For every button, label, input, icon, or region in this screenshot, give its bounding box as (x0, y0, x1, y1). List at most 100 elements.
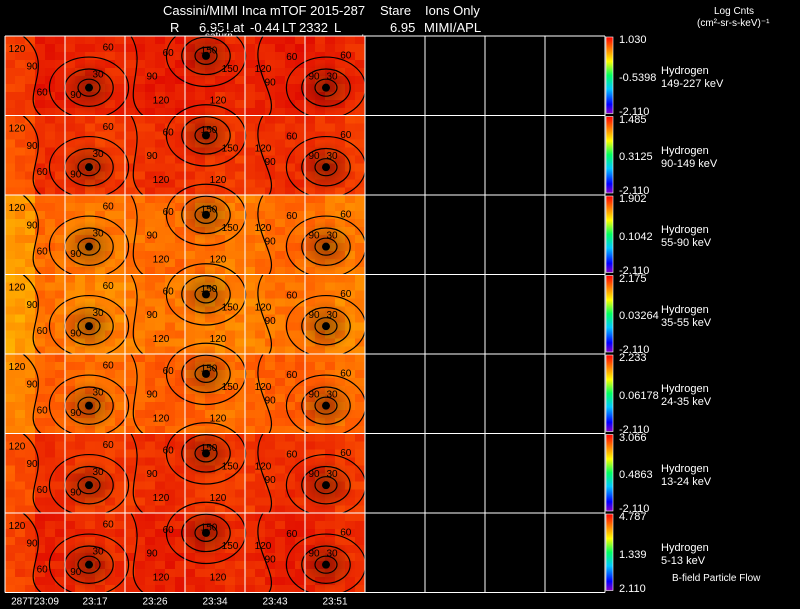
contour-label: 120 (255, 302, 272, 313)
contour-label: 90 (265, 157, 277, 168)
contour-label: 60 (286, 449, 298, 460)
species-label: Hydrogen (661, 144, 709, 157)
contour-label: 90 (265, 475, 277, 486)
species-label: Hydrogen (661, 542, 709, 555)
contour-label: 90 (70, 329, 82, 340)
colorbar-max-label: 4.787 (619, 511, 647, 523)
contour-label: 60 (37, 406, 49, 417)
contour-label: 120 (153, 175, 170, 186)
contour-label: 30 (92, 467, 104, 478)
colorbar-min-label: -2.110 (619, 423, 650, 436)
colorbar-min-label: -2.110 (619, 264, 650, 277)
colorbar-mid-label: 0.3125 (619, 151, 653, 164)
colorbar-max-label: 2.175 (619, 272, 647, 285)
contour-label: 60 (103, 201, 115, 212)
contour-label: 90 (146, 469, 158, 480)
contour-label: 60 (286, 211, 298, 222)
colorbar-4 (605, 354, 614, 432)
contour-label: 60 (103, 42, 115, 53)
colorbar-5 (605, 434, 614, 512)
contour-label: 60 (163, 286, 175, 297)
colorbar-min-label: -2.110 (619, 105, 650, 118)
contour-label: 60 (163, 48, 175, 59)
contour-label: 60 (286, 131, 298, 142)
colorbar-mid-label: 0.1042 (619, 230, 653, 243)
contour-label: 120 (255, 461, 272, 472)
colorbar-max-label: 1.485 (619, 113, 647, 126)
contour-label: 120 (9, 44, 26, 55)
contour-label: 60 (340, 368, 352, 379)
source-label: MIMI/APL (424, 20, 482, 35)
contour-label: 90 (26, 459, 38, 470)
contour-label: 30 (326, 72, 338, 83)
contour-label: 120 (210, 175, 227, 186)
contour-label: 150 (222, 223, 239, 234)
contour-label: 60 (37, 326, 49, 337)
contour-label: 120 (9, 123, 26, 134)
contour-label: 120 (255, 223, 272, 234)
contour-label: 120 (210, 493, 227, 504)
colorbar-min-label: -2.110 (619, 503, 650, 515)
contour-label: 150 (222, 64, 239, 75)
energy-label: 90-149 keV (661, 157, 718, 170)
contour-label: 120 (255, 382, 272, 393)
contour-label: 90 (70, 170, 82, 181)
contour-label: 150 (201, 443, 218, 454)
contour-label: 120 (153, 414, 170, 425)
colorbar-1 (605, 116, 614, 194)
contour-label: 90 (146, 390, 158, 401)
contour-label: 30 (326, 549, 338, 560)
time-tick-label: 287T23:09 (11, 597, 59, 608)
lt-value: 2332 (299, 20, 328, 35)
colorbar-unit-line1: Log Cnts (714, 6, 755, 17)
r-label: R (170, 20, 180, 35)
contour-label: 90 (146, 549, 158, 560)
time-tick-label: 23:34 (202, 597, 227, 608)
contour-label: 90 (308, 151, 320, 162)
contour-label: 30 (92, 149, 104, 160)
contour-label: 90 (26, 61, 38, 72)
contours-5 (22, 422, 367, 517)
contour-label: 120 (153, 573, 170, 584)
contour-label: 30 (326, 469, 338, 480)
energy-label: 13-24 keV (661, 475, 712, 488)
energy-label: 5-13 keV (661, 555, 706, 568)
contour-label: 60 (37, 485, 49, 496)
contour-label: 90 (265, 236, 277, 247)
contour-label: 120 (153, 255, 170, 266)
lat-value: -0.44 (250, 20, 280, 35)
contour-label: 90 (26, 379, 38, 390)
contour-label: 60 (286, 529, 298, 540)
contour-label: 60 (163, 445, 175, 456)
contour-label: 60 (340, 289, 352, 300)
contour-label: 150 (201, 45, 218, 56)
contour-label: 60 (163, 207, 175, 218)
contour-label: 150 (222, 143, 239, 154)
chart-title: Cassini/MIMI Inca mTOF 2015-287 (163, 3, 366, 18)
contour-label: 120 (210, 414, 227, 425)
lt-label: LT (282, 20, 297, 35)
contour-label: 60 (286, 370, 298, 381)
time-tick-label: 23:26 (142, 597, 167, 608)
l-label: L (334, 20, 342, 35)
colorbar-mid-label: -0.5398 (619, 71, 657, 84)
contour-label: 90 (265, 395, 277, 406)
contour-label: 120 (153, 493, 170, 504)
contour-label: 60 (286, 52, 298, 63)
contour-label: 120 (9, 282, 26, 293)
contour-label: 120 (255, 541, 272, 552)
contour-label: 60 (163, 366, 175, 377)
colorbar-6 (605, 513, 614, 591)
contour-label: 60 (286, 290, 298, 301)
species-filter-label: Ions Only (425, 3, 480, 18)
colorbar-min-label: -2.110 (619, 344, 650, 356)
contour-label: 150 (222, 541, 239, 552)
colorbar-mid-label: 0.03264 (619, 310, 659, 323)
contour-label: 60 (163, 525, 175, 536)
contour-label: 90 (265, 554, 277, 565)
